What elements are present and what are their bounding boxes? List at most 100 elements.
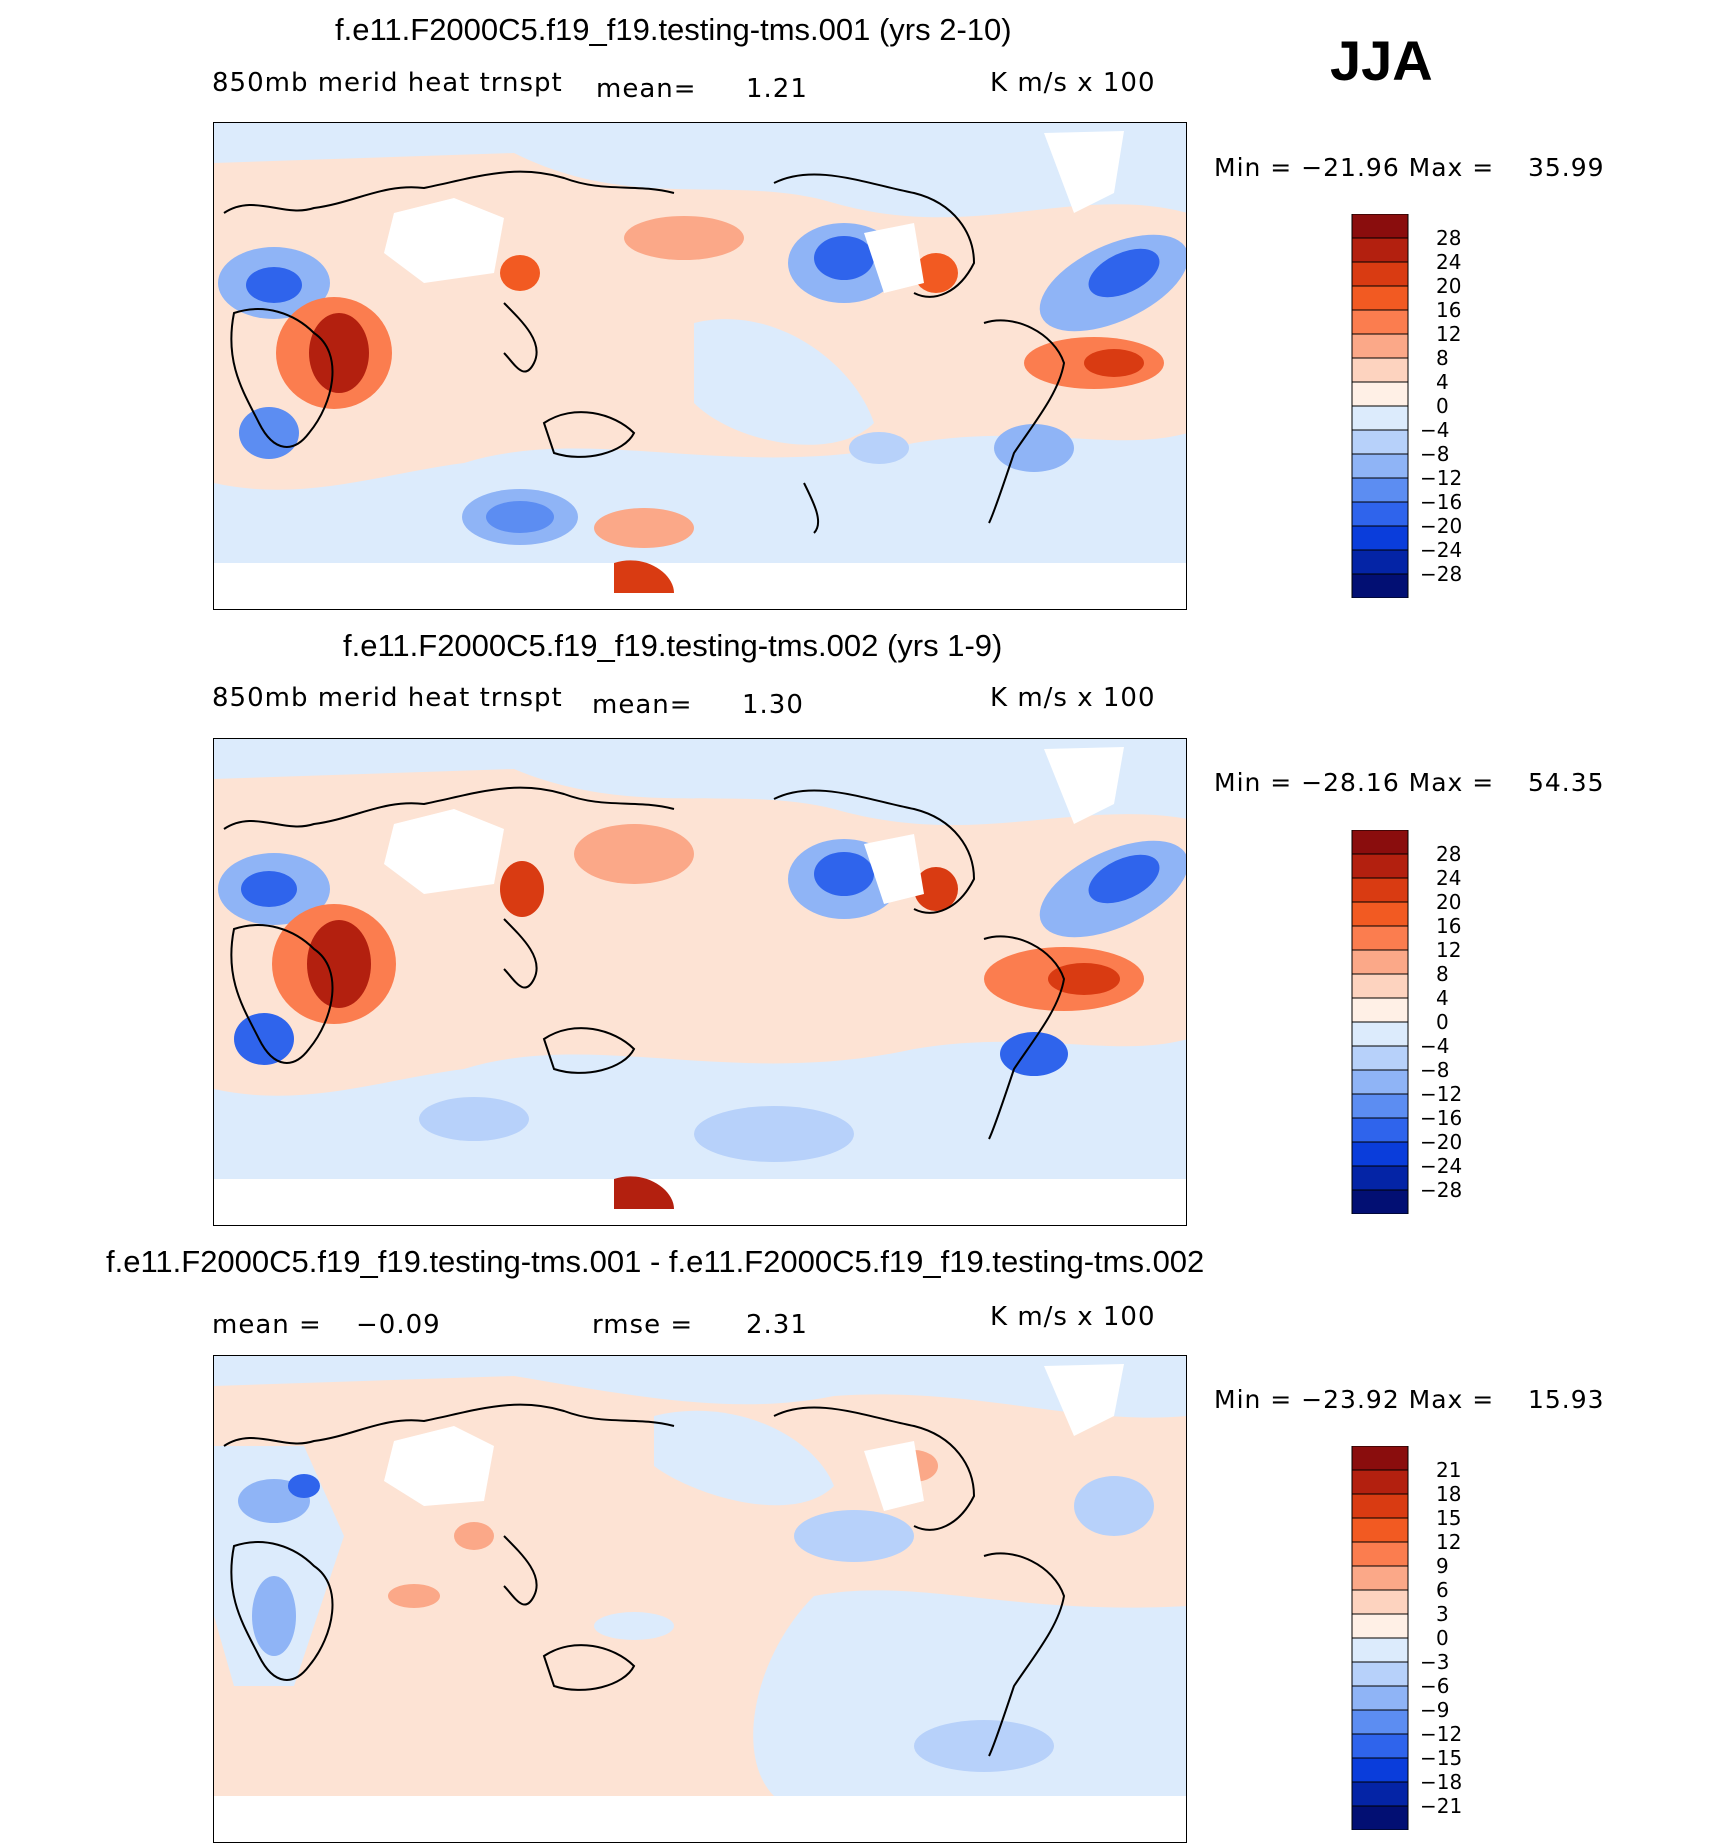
- panel-3-map-field: [214, 1356, 1186, 1842]
- colorbar-box: [1351, 429, 1409, 455]
- panel-2-units: K m/s x 100: [990, 683, 1156, 713]
- p1-rockies-mask: [864, 223, 924, 293]
- colorbar-label: −24: [1420, 538, 1463, 562]
- p1-sam-low: [994, 424, 1074, 472]
- colorbar-label: 16: [1436, 298, 1462, 322]
- p1-southern-blue: [214, 433, 1186, 563]
- colorbar-label: 9: [1436, 1554, 1449, 1578]
- p2-arctic-blue: [214, 739, 1186, 826]
- colorbar-label: −28: [1420, 1178, 1463, 1202]
- colorbar-box: [1351, 501, 1409, 527]
- colorbar-label: 24: [1436, 866, 1462, 890]
- colorbar-label: −12: [1420, 1082, 1463, 1106]
- p1-satl-high-core: [1084, 349, 1144, 377]
- panel-3-max-value: 15.93: [1528, 1385, 1605, 1414]
- p1-med-low-core: [246, 267, 302, 303]
- colorbar-box: [1351, 1613, 1409, 1639]
- colorbar-box: [1351, 949, 1409, 975]
- colorbar-label: 6: [1436, 1578, 1449, 1602]
- colorbar-label: 15: [1436, 1506, 1462, 1530]
- colorbar-box: [1351, 877, 1409, 903]
- colorbar-label: 28: [1436, 226, 1462, 250]
- colorbar-label: 28: [1436, 842, 1462, 866]
- panel-3-colorbar: [1351, 1446, 1409, 1830]
- p2-satl-high-core: [1048, 963, 1120, 995]
- p1-antarctic-peninsula: [614, 560, 674, 593]
- panel-3-rmse-value: 2.31: [746, 1310, 808, 1340]
- p2-rockies-mask: [864, 834, 924, 904]
- colorbar-label: 20: [1436, 274, 1462, 298]
- p2-china-high: [500, 861, 544, 917]
- panel-1-max-value: 35.99: [1528, 153, 1605, 182]
- colorbar-label: 18: [1436, 1482, 1462, 1506]
- colorbar-box: [1351, 381, 1409, 407]
- p3-coastlines: [223, 1403, 1066, 1757]
- colorbar-label: −28: [1420, 562, 1463, 586]
- panel-2-min-max: Min = −28.16 Max =: [1214, 768, 1495, 797]
- panel-3-map: [213, 1355, 1187, 1843]
- p3-india-high: [454, 1522, 494, 1550]
- colorbar-box: [1351, 1757, 1409, 1783]
- colorbar-box: [1351, 214, 1409, 239]
- panel-2-variable: 850mb merid heat trnspt: [212, 683, 563, 713]
- p2-eafrica-high-core: [307, 920, 371, 1008]
- colorbar-label: −21: [1420, 1794, 1463, 1818]
- colorbar-label: −20: [1420, 1130, 1463, 1154]
- p3-rockies-mask: [864, 1441, 924, 1511]
- p2-med-low-core: [241, 871, 297, 907]
- p2-antarctica-mask: [214, 1179, 1186, 1225]
- panel-2-title: f.e11.F2000C5.f19_f19.testing-tms.002 (y…: [343, 628, 1003, 663]
- p1-natl-low-core: [1088, 248, 1160, 298]
- colorbar-box: [1351, 1709, 1409, 1735]
- p3-npac-blue: [654, 1410, 834, 1506]
- panel-3-rmse-label: rmse =: [592, 1310, 694, 1340]
- p2-greenland-mask: [1044, 747, 1124, 824]
- panel-1-units: K m/s x 100: [990, 68, 1156, 98]
- colorbar-label: 20: [1436, 890, 1462, 914]
- p1-greenland-mask: [1044, 131, 1124, 213]
- colorbar-label: 8: [1436, 962, 1449, 986]
- colorbar-box: [1351, 1637, 1409, 1663]
- colorbar-box: [1351, 1093, 1409, 1119]
- panel-1-title: f.e11.F2000C5.f19_f19.testing-tms.001 (y…: [335, 12, 1012, 47]
- colorbar-box: [1351, 1021, 1409, 1047]
- colorbar-label: −8: [1420, 442, 1450, 466]
- colorbar-box: [1351, 573, 1409, 598]
- colorbar-label: −16: [1420, 490, 1463, 514]
- p2-southern-blue: [214, 1039, 1186, 1179]
- panel-3-units: K m/s x 100: [990, 1302, 1156, 1332]
- colorbar-label: 0: [1436, 1010, 1449, 1034]
- p2-indian-low: [419, 1097, 529, 1141]
- p1-arctic-blue: [214, 123, 1186, 218]
- colorbar-box: [1351, 1045, 1409, 1071]
- colorbar-label: 12: [1436, 1530, 1462, 1554]
- p3-natl-low: [1074, 1476, 1154, 1536]
- colorbar-box: [1351, 925, 1409, 951]
- colorbar-label: −16: [1420, 1106, 1463, 1130]
- p3-safrica-low: [252, 1576, 296, 1656]
- colorbar-label: −9: [1420, 1698, 1450, 1722]
- p3-epac-low: [794, 1510, 914, 1562]
- colorbar-box: [1351, 285, 1409, 311]
- p1-antarctic-high: [594, 508, 694, 548]
- colorbar-box: [1351, 997, 1409, 1023]
- p1-safrica-low: [239, 407, 299, 459]
- p2-spac-low: [694, 1106, 854, 1162]
- panel-1-min-max: Min = −21.96 Max =: [1214, 153, 1495, 182]
- colorbar-box: [1351, 1541, 1409, 1567]
- p3-greenland-mask: [1044, 1364, 1124, 1436]
- p2-namerica-high: [914, 867, 958, 911]
- p1-npac-low-core: [814, 236, 874, 280]
- colorbar-box: [1351, 1069, 1409, 1095]
- colorbar-box: [1351, 1661, 1409, 1687]
- panel-1-mean-value: 1.21: [746, 74, 808, 104]
- colorbar-box: [1351, 261, 1409, 287]
- colorbar-label: 4: [1436, 986, 1449, 1010]
- p2-npac-low-core: [814, 852, 874, 896]
- colorbar-label: 8: [1436, 346, 1449, 370]
- colorbar-box: [1351, 309, 1409, 335]
- colorbar-box: [1351, 1493, 1409, 1519]
- colorbar-box: [1351, 1189, 1409, 1214]
- colorbar-box: [1351, 477, 1409, 503]
- p1-eafrica-high-core: [309, 313, 369, 393]
